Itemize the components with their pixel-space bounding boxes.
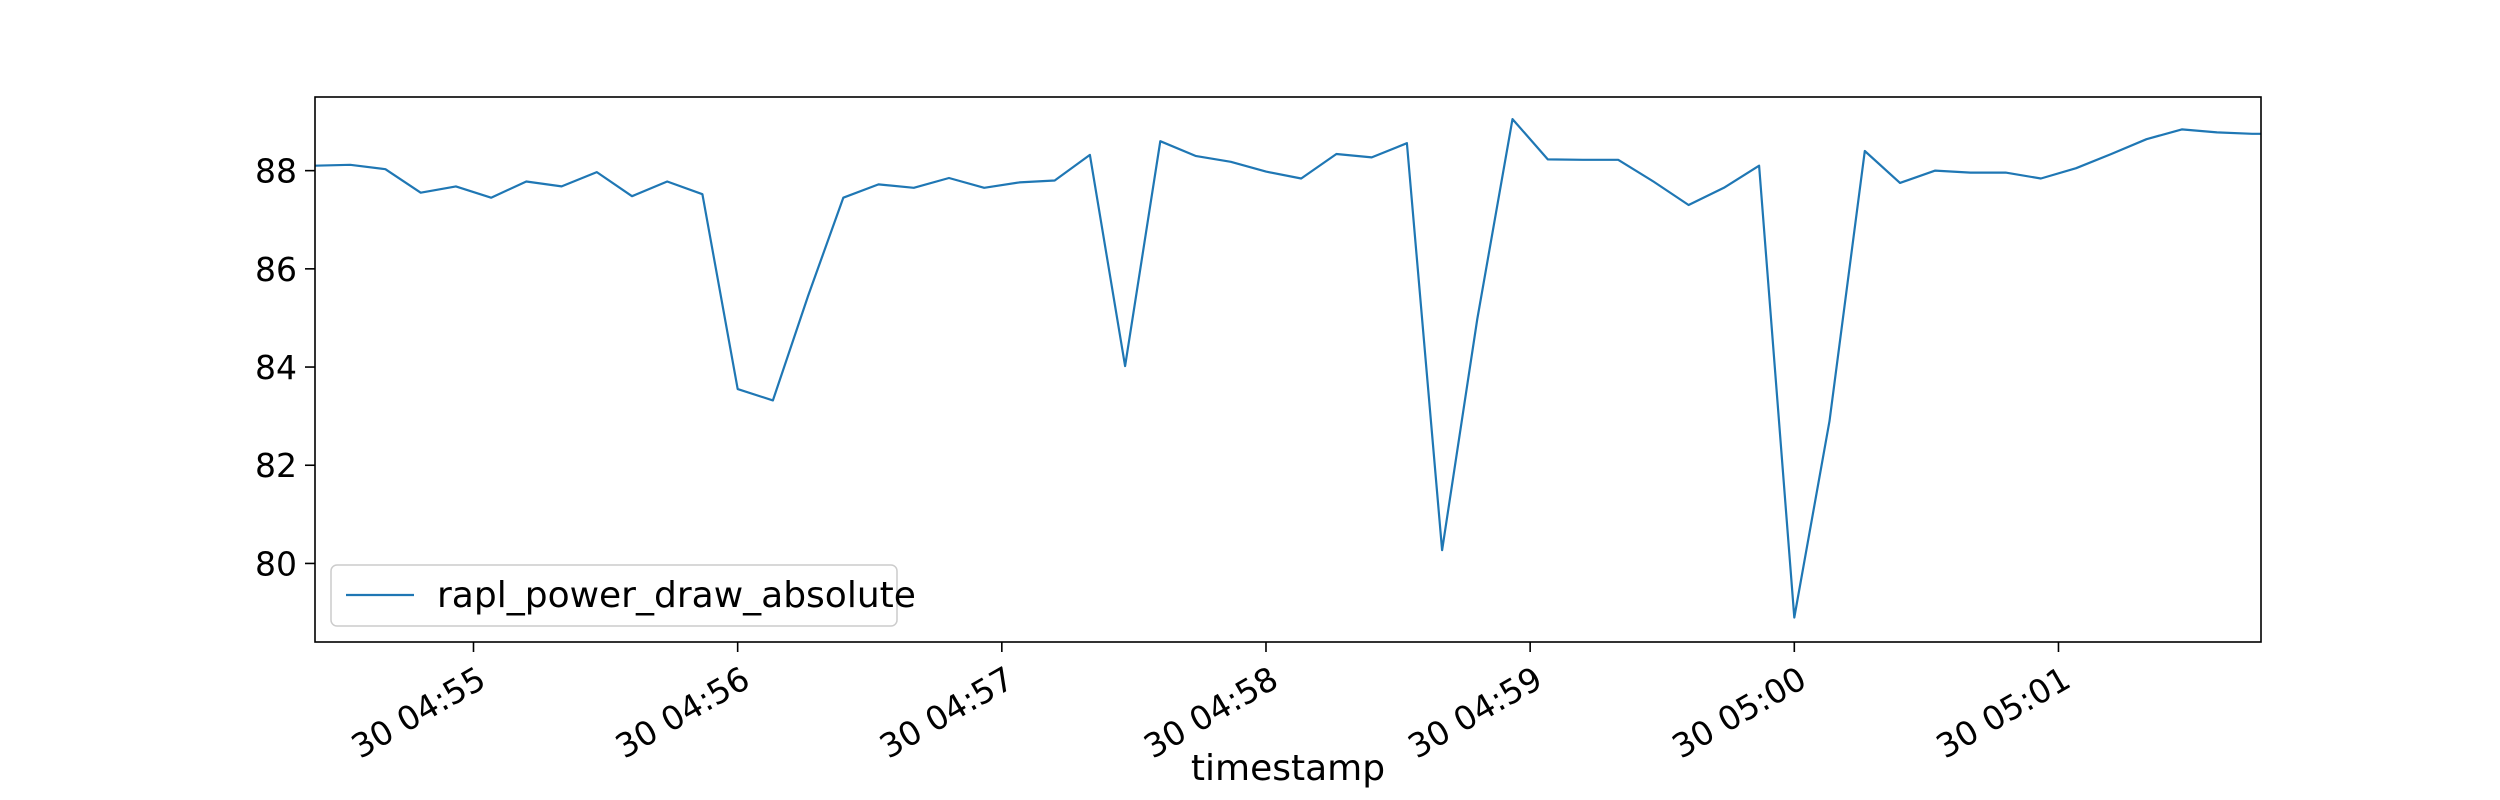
x-tick-label: 30 04:57 — [873, 659, 1020, 767]
y-tick-label: 84 — [255, 348, 297, 387]
plot-background — [315, 97, 2261, 642]
y-axis: 80 82 84 86 88 — [255, 152, 315, 583]
legend-box — [330, 564, 898, 627]
legend: rapl_power_draw_absolute — [330, 564, 916, 627]
y-tick-label: 86 — [255, 250, 297, 289]
x-tick-label: 30 04:55 — [345, 659, 492, 767]
x-tick-label: 30 04:56 — [609, 659, 756, 767]
y-tick-label: 82 — [255, 446, 297, 485]
x-axis-label: timestamp — [1191, 748, 1385, 789]
y-tick-label: 88 — [255, 152, 297, 191]
series-layer — [314, 117, 2261, 619]
x-tick-label: 30 05:01 — [1930, 659, 2077, 767]
plot-frame — [314, 96, 2262, 643]
legend-label: rapl_power_draw_absolute — [437, 575, 916, 616]
y-tick-label: 80 — [255, 544, 297, 583]
series-line-0 — [314, 117, 2261, 619]
x-tick-label: 30 05:00 — [1665, 659, 1812, 767]
x-tick-label: 30 04:59 — [1401, 659, 1548, 767]
